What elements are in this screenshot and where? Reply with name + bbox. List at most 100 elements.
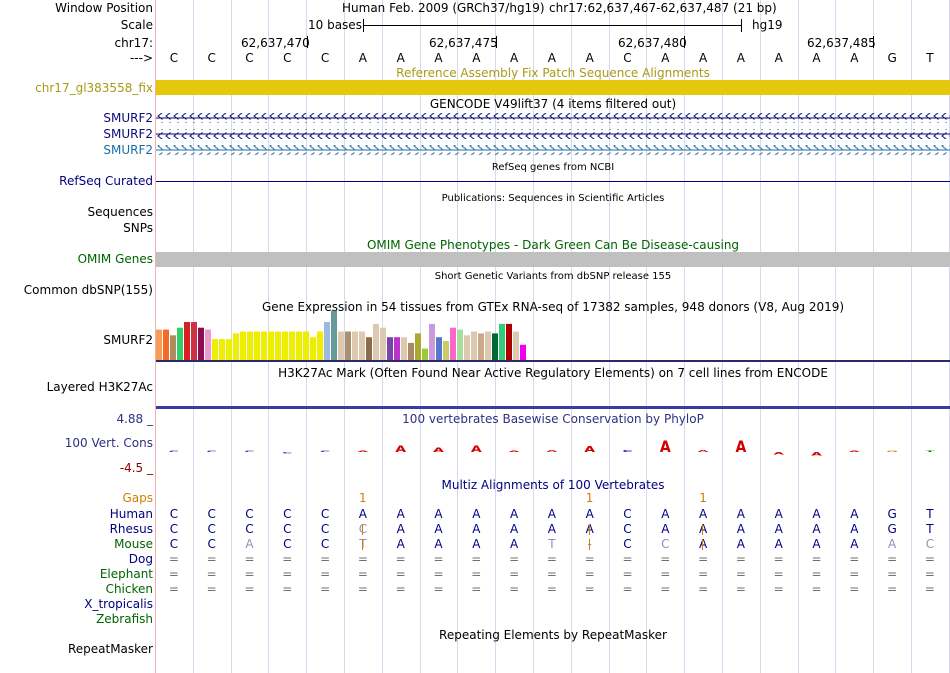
alignment-base: A [774, 522, 783, 536]
gtex-tissue-bar[interactable] [415, 333, 421, 360]
gtex-tissue-bar[interactable] [520, 344, 526, 360]
gtex-tissue-bar[interactable] [310, 337, 316, 360]
reference-base: C [283, 51, 292, 65]
fix-patch-alignment-bar[interactable] [156, 80, 950, 95]
gtex-tissue-bar[interactable] [289, 331, 295, 361]
gtex-tissue-bar[interactable] [198, 327, 204, 360]
gtex-tissue-bar[interactable] [366, 337, 372, 360]
gtex-tissue-bar[interactable] [380, 327, 386, 360]
gtex-tissue-bar[interactable] [275, 331, 281, 361]
track-label-dbsnp[interactable]: Common dbSNP(155) [23, 283, 153, 297]
gtex-tissue-bar[interactable] [436, 337, 442, 360]
gtex-tissue-bar[interactable] [247, 331, 253, 361]
gtex-tissue-bar[interactable] [485, 331, 491, 361]
alignment-base: A [887, 537, 897, 551]
gtex-tissue-bar[interactable] [303, 331, 309, 361]
window-position-label: Window Position [55, 1, 153, 15]
gtex-tissue-bar[interactable] [282, 331, 288, 361]
gtex-tissue-bar[interactable] [352, 331, 358, 361]
gtex-tissue-bar[interactable] [205, 329, 211, 360]
reference-base: A [509, 51, 519, 65]
gtex-tissue-bar[interactable] [219, 339, 225, 360]
gtex-tissue-bar[interactable] [268, 331, 274, 361]
gtex-tissue-bar[interactable] [464, 335, 470, 360]
h3k27ac-signal[interactable] [156, 406, 950, 409]
track-label-gtex[interactable]: SMURF2 [103, 333, 153, 347]
species-label-zebrafish[interactable]: Zebrafish [96, 612, 153, 626]
alignment-base: = [773, 582, 784, 596]
species-label-mouse[interactable]: Mouse [114, 537, 153, 551]
gtex-tissue-bar[interactable] [443, 341, 449, 360]
track-label-omim[interactable]: OMIM Genes [77, 252, 153, 266]
gtex-tissue-bar[interactable] [338, 331, 344, 361]
track-label-phylop[interactable]: 100 Vert. Cons [64, 436, 153, 450]
track-label-gencode-1[interactable]: SMURF2 [103, 111, 153, 125]
gtex-tissue-bar[interactable] [317, 331, 323, 361]
gtex-tissue-bar[interactable] [233, 333, 239, 360]
track-label-fix-patch[interactable]: chr17_gl383558_fix [35, 81, 153, 95]
gap-count: 1 [699, 491, 707, 505]
gtex-tissue-bar[interactable] [156, 329, 162, 360]
gtex-tissue-bar[interactable] [184, 322, 190, 360]
gtex-tissue-bar[interactable] [387, 337, 393, 360]
alignment-base: = [924, 567, 935, 581]
track-label-gencode-3[interactable]: SMURF2 [103, 143, 153, 157]
track-label-repeatmasker[interactable]: RepeatMasker [67, 642, 153, 656]
gtex-tissue-bar[interactable] [240, 331, 246, 361]
gtex-tissue-bar[interactable] [401, 337, 407, 360]
gtex-tissue-bar[interactable] [499, 323, 505, 360]
species-label-xtropicalis[interactable]: X_tropicalis [84, 597, 153, 611]
strand-label: ---> [129, 51, 153, 65]
gtex-tissue-bar[interactable] [429, 323, 435, 360]
species-label-dog[interactable]: Dog [128, 552, 153, 566]
track-label-publications[interactable]: Sequences [87, 205, 153, 219]
track-title-gencode: GENCODE V49lift37 (4 items filtered out) [429, 97, 677, 111]
alignment-base: = [320, 552, 331, 566]
refseq-gene-line[interactable] [156, 181, 950, 182]
gtex-tissue-bar[interactable] [373, 323, 379, 360]
alignment-base: C [623, 522, 632, 536]
gtex-tissue-bar[interactable] [254, 331, 260, 361]
track-label-refseq[interactable]: RefSeq Curated [59, 174, 153, 188]
gtex-tissue-bar[interactable] [471, 331, 477, 361]
species-label-chicken[interactable]: Chicken [105, 582, 153, 596]
ruler-tick-mark-3 [684, 36, 685, 48]
gtex-tissue-bar[interactable] [177, 327, 183, 360]
alignment-base: C [623, 507, 632, 521]
gtex-tissue-bar[interactable] [331, 310, 337, 360]
gtex-tissue-bar[interactable] [170, 335, 176, 360]
gtex-tissue-bar[interactable] [296, 331, 302, 361]
gtex-tissue-bar[interactable] [492, 333, 498, 360]
gtex-tissue-bar[interactable] [450, 327, 456, 360]
alignment-base: = [924, 582, 935, 596]
gtex-tissue-bar[interactable] [394, 337, 400, 360]
alignment-base: A [509, 522, 519, 536]
phylop-base-glyph: C [622, 450, 632, 453]
phylop-base-glyph: A [471, 443, 483, 454]
species-label-human[interactable]: Human [109, 507, 153, 521]
track-label-gencode-2[interactable]: SMURF2 [103, 127, 153, 141]
species-label-rhesus[interactable]: Rhesus [109, 522, 153, 536]
omim-gene-bar[interactable] [156, 252, 950, 267]
gtex-tissue-bar[interactable] [506, 323, 512, 360]
gtex-tissue-bar[interactable] [478, 333, 484, 360]
gtex-tissue-bar[interactable] [261, 331, 267, 361]
gtex-tissue-bar[interactable] [212, 339, 218, 360]
species-label-elephant[interactable]: Elephant [99, 567, 153, 581]
gtex-tissue-bar[interactable] [226, 339, 232, 360]
gtex-tissue-bar[interactable] [191, 322, 197, 360]
track-label-snps[interactable]: SNPs [123, 221, 153, 235]
gtex-tissue-bar[interactable] [513, 331, 519, 361]
gtex-tissue-bar[interactable] [345, 331, 351, 361]
gtex-tissue-bar[interactable] [359, 331, 365, 361]
gtex-tissue-bar[interactable] [324, 322, 330, 360]
gtex-tissue-bar[interactable] [163, 329, 169, 360]
gtex-tissue-bar[interactable] [422, 348, 428, 360]
track-label-h3k27ac[interactable]: Layered H3K27Ac [46, 380, 153, 394]
gtex-tissue-bar[interactable] [457, 329, 463, 360]
gtex-tissue-bar[interactable] [408, 342, 414, 360]
gencode-gene-arrows[interactable] [156, 111, 950, 157]
